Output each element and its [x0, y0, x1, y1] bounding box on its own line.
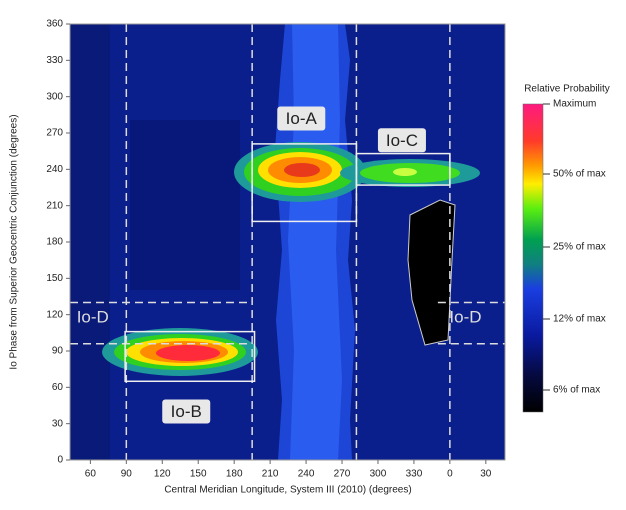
colorbar-label: 25% of max	[553, 242, 606, 253]
colorbar-label: 6% of max	[553, 385, 600, 396]
colorbar	[522, 103, 544, 413]
io-label: Io-D	[77, 308, 109, 327]
x-tick-label: 180	[226, 469, 243, 480]
x-tick-label: 60	[85, 469, 97, 480]
label-box	[277, 106, 326, 131]
y-axis-title: Io Phase from Superior Geocentric Conjun…	[9, 114, 20, 369]
x-tick-label: 330	[406, 469, 423, 480]
y-tick-label: 60	[52, 382, 64, 393]
y-tick-label: 0	[57, 455, 63, 466]
heatmap	[70, 24, 480, 460]
heat-blob	[393, 168, 417, 176]
x-tick-label: 240	[298, 469, 315, 480]
y-tick-label: 180	[46, 237, 63, 248]
io-label: Io-D	[449, 308, 481, 327]
y-tick-label: 300	[46, 91, 63, 102]
y-tick-label: 90	[52, 346, 64, 357]
x-tick-label: 270	[334, 469, 351, 480]
y-tick-label: 210	[46, 200, 63, 211]
heat-patch	[70, 24, 110, 460]
region-box	[124, 330, 256, 383]
label-box	[377, 128, 426, 153]
y-tick-label: 120	[46, 309, 63, 320]
io-label: Io-A	[286, 109, 318, 128]
x-tick-label: 210	[262, 469, 279, 480]
y-tick-label: 360	[46, 19, 63, 30]
y-tick-label: 150	[46, 273, 63, 284]
x-tick-label: 0	[447, 469, 453, 480]
colorbar-label: 12% of max	[553, 314, 606, 325]
x-tick-label: 120	[154, 469, 171, 480]
heat-band	[288, 24, 342, 460]
colorbar-title: Relative Probability	[524, 84, 610, 95]
x-tick-label: 30	[480, 469, 492, 480]
label-box	[162, 399, 211, 424]
x-axis-title: Central Meridian Longitude, System III (…	[164, 485, 411, 496]
colorbar-label: Maximum	[553, 99, 596, 110]
y-tick-label: 270	[46, 128, 63, 139]
y-tick-label: 330	[46, 55, 63, 66]
y-tick-label: 30	[52, 418, 64, 429]
heat-blob	[156, 345, 220, 361]
heat-blob	[284, 163, 320, 177]
io-label: Io-C	[386, 131, 418, 150]
x-tick-label: 150	[190, 469, 207, 480]
x-tick-label: 300	[370, 469, 387, 480]
x-tick-label: 90	[121, 469, 133, 480]
colorbar-label: 50% of max	[553, 169, 606, 180]
io-label: Io-B	[171, 402, 202, 421]
region-box	[355, 152, 451, 186]
heat-low	[407, 199, 456, 346]
heat-patch	[130, 120, 240, 290]
y-tick-label: 240	[46, 164, 63, 175]
